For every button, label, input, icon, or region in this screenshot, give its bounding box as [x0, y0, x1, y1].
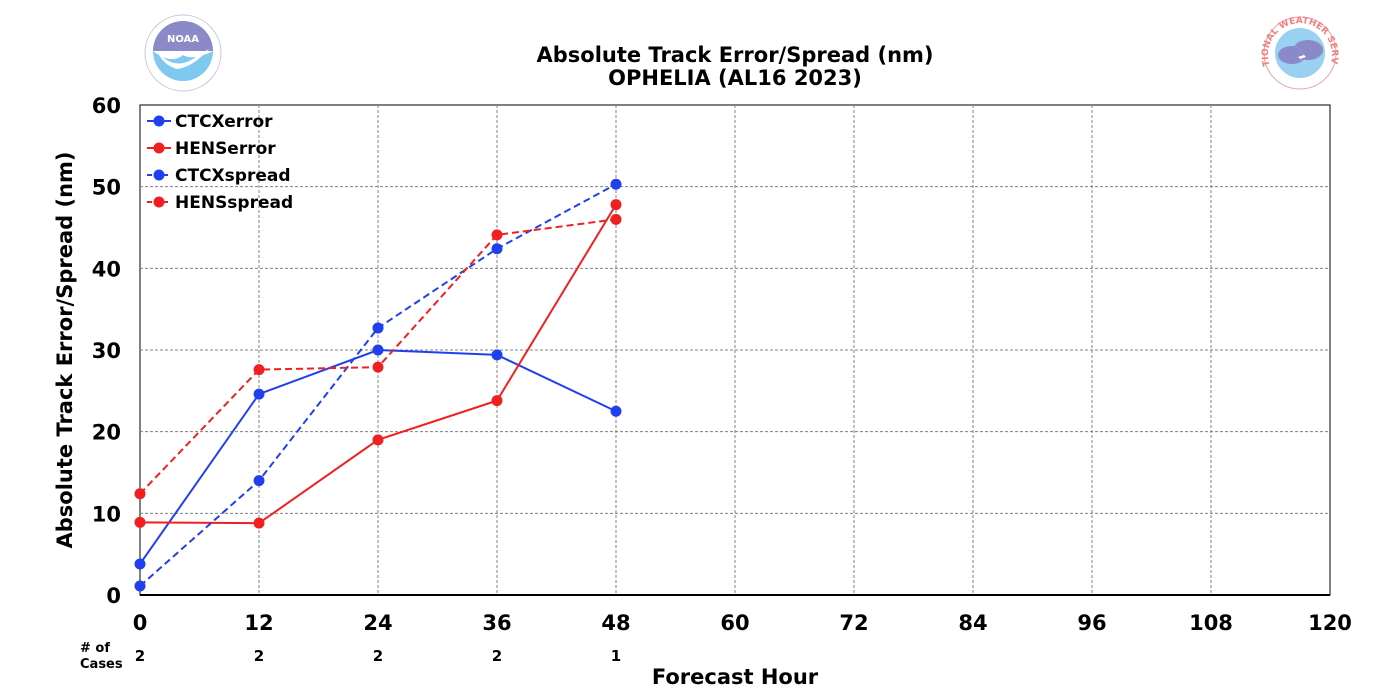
- data-point-CTCXspread: [491, 243, 503, 255]
- legend-label: HENSspread: [175, 193, 293, 213]
- data-point-CTCXspread: [253, 475, 265, 487]
- nws-logo: NATIONAL WEATHER SERVICE: [1261, 16, 1339, 90]
- data-point-HENSspread: [610, 213, 622, 225]
- data-point-HENSspread: [491, 229, 503, 241]
- cases-value: 2: [373, 647, 383, 665]
- y-axis-label: Absolute Track Error/Spread (nm): [53, 151, 77, 548]
- series-group: [134, 178, 622, 592]
- y-tick-label: 0: [106, 584, 121, 608]
- legend-label: HENSerror: [175, 139, 276, 159]
- series-HENSerror: [134, 199, 622, 529]
- cases-value: 2: [135, 647, 145, 665]
- legend-item-HENSspread: HENSspread: [147, 193, 293, 213]
- y-tick-label: 10: [92, 502, 121, 526]
- x-axis-label: Forecast Hour: [652, 665, 819, 689]
- cases-value: 2: [492, 647, 502, 665]
- data-point-HENSerror: [134, 516, 146, 528]
- y-tick-label: 30: [92, 339, 121, 363]
- data-point-CTCXerror: [610, 405, 622, 417]
- plot-area: [134, 104, 1331, 596]
- data-point-CTCXerror: [491, 349, 503, 361]
- data-point-HENSspread: [253, 364, 265, 376]
- legend-item-HENSerror: HENSerror: [147, 139, 276, 159]
- cases-value: 1: [611, 647, 621, 665]
- x-tick-label: 96: [1077, 611, 1106, 635]
- legend-swatch-marker: [153, 115, 165, 127]
- data-point-HENSerror: [253, 517, 265, 529]
- noaa-logo-text: NOAA: [167, 34, 199, 45]
- noaa-logo: NOAA: [144, 14, 222, 92]
- cases-values: 2 2 2 2 1: [135, 647, 621, 665]
- x-tick-label: 24: [363, 611, 392, 635]
- legend-item-CTCXspread: CTCXspread: [147, 166, 291, 186]
- legend-swatch-marker: [153, 196, 165, 208]
- series-HENSspread: [134, 213, 622, 500]
- y-tick-label: 40: [92, 257, 121, 281]
- x-tick-label: 60: [720, 611, 749, 635]
- legend: CTCXerror HENSerror CTCXspread HENSspread: [147, 112, 293, 213]
- x-tick-labels: 0 12 24 36 48 60 72 84 96 108 120: [133, 611, 1352, 635]
- x-tick-label: 12: [244, 611, 273, 635]
- y-tick-label: 20: [92, 421, 121, 445]
- series-CTCXspread: [134, 178, 622, 592]
- x-tick-label: 0: [133, 611, 148, 635]
- data-point-HENSspread: [134, 488, 146, 500]
- legend-item-CTCXerror: CTCXerror: [147, 112, 273, 132]
- legend-swatch-marker: [153, 142, 165, 154]
- data-point-CTCXspread: [610, 178, 622, 190]
- x-tick-label: 120: [1308, 611, 1352, 635]
- data-point-HENSspread: [372, 361, 384, 373]
- data-point-HENSerror: [491, 395, 503, 407]
- x-tick-label: 72: [839, 611, 868, 635]
- x-tick-label: 48: [601, 611, 630, 635]
- cases-label-line1: # of: [80, 641, 110, 656]
- data-point-CTCXerror: [134, 558, 146, 570]
- chart-subtitle: OPHELIA (AL16 2023): [608, 66, 862, 90]
- series-CTCXerror: [134, 344, 622, 570]
- data-point-CTCXerror: [372, 344, 384, 356]
- x-tick-label: 84: [958, 611, 987, 635]
- data-point-HENSerror: [372, 434, 384, 446]
- cases-label-line2: Cases: [80, 657, 123, 672]
- legend-label: CTCXspread: [175, 166, 291, 186]
- y-tick-labels: 0 10 20 30 40 50 60: [92, 94, 121, 608]
- legend-label: CTCXerror: [175, 112, 273, 132]
- data-point-CTCXspread: [372, 322, 384, 334]
- x-tick-label: 36: [482, 611, 511, 635]
- data-point-CTCXerror: [253, 388, 265, 400]
- cases-value: 2: [254, 647, 264, 665]
- legend-swatch-marker: [153, 169, 165, 181]
- y-tick-label: 60: [92, 94, 121, 118]
- data-point-HENSerror: [610, 199, 622, 211]
- chart-title: Absolute Track Error/Spread (nm): [536, 43, 933, 67]
- grid: [140, 105, 1330, 595]
- data-point-CTCXspread: [134, 580, 146, 592]
- y-tick-label: 50: [92, 176, 121, 200]
- x-tick-label: 108: [1189, 611, 1233, 635]
